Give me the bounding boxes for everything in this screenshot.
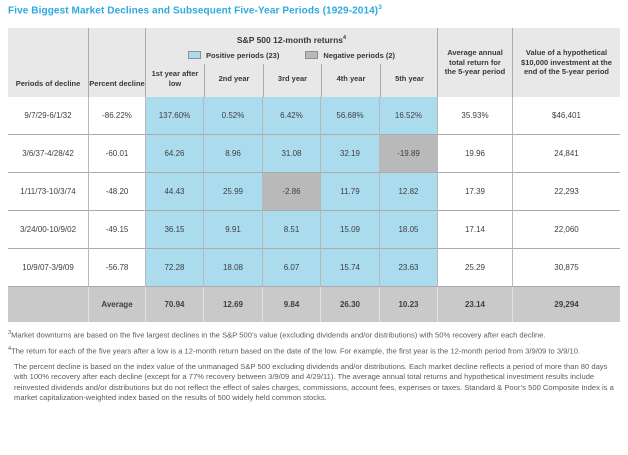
average-row-empty-cell: [8, 287, 88, 322]
page-title-footnote-ref: 3: [378, 4, 382, 11]
year-return-cell: 64.26: [145, 135, 203, 173]
period-of-decline-cell: 3/6/37-4/28/42: [8, 135, 88, 173]
column-header-hypothetical-value: Value of a hypothetical $10,000 investme…: [512, 28, 620, 97]
year-return-cell: 25.99: [203, 173, 262, 211]
year-return-cell: 31.08: [262, 135, 320, 173]
period-of-decline-cell: 9/7/29-6/1/32: [8, 97, 88, 135]
average-annual-return-cell: 17.39: [437, 173, 512, 211]
year-return-cell: 18.05: [379, 211, 437, 249]
legend: Positive periods (23) Negative periods (…: [146, 49, 437, 61]
year-return-cell: 32.19: [320, 135, 379, 173]
legend-negative-label: Negative periods (2): [323, 50, 396, 60]
average-row-year-cell: 26.30: [320, 287, 379, 322]
table-row: 1/11/73-10/3/74 -48.20 44.43 25.99 -2.86 11.7…: [8, 173, 620, 211]
period-of-decline-cell: 1/11/73-10/3/74: [8, 173, 88, 211]
column-header-4th-year: 4th year: [321, 64, 380, 97]
group-header-text: S&P 500 12-month returns: [236, 35, 344, 45]
disclosure-paragraph-text: The percent decline is based on the inde…: [14, 362, 614, 403]
table-row: 3/6/37-4/28/42 -60.01 64.26 8.96 31.08 32.19-…: [8, 135, 620, 173]
table-body: 9/7/29-6/1/32 -86.22% 137.60% 0.52% 6.42% 56.…: [8, 97, 620, 322]
average-row-year-cell: 70.94: [145, 287, 203, 322]
footnote-4-text: The return for each of the five years af…: [11, 346, 581, 356]
footnote-3: 3Market downturns are based on the five …: [8, 330, 621, 341]
year-column-headers: 1st year after low 2nd year 3rd year 4th…: [146, 64, 437, 97]
hypothetical-value-cell: 22,293: [512, 173, 620, 211]
average-annual-return-cell: 25.29: [437, 249, 512, 287]
column-header-average-annual-return: Average annual total return for the 5-ye…: [437, 28, 512, 97]
footnote-4: 4The return for each of the five years a…: [8, 346, 621, 357]
year-return-cell: 15.74: [320, 249, 379, 287]
year-return-cell: -19.89: [379, 135, 437, 173]
year-return-cell: 18.08: [203, 249, 262, 287]
year-return-cell: 8.96: [203, 135, 262, 173]
disclosure-paragraph: The percent decline is based on the inde…: [8, 362, 621, 404]
year-return-cell: 56.68%: [320, 97, 379, 135]
year-return-cell: 16.52%: [379, 97, 437, 135]
legend-negative: Negative periods (2): [305, 51, 395, 60]
period-of-decline-cell: 3/24/00-10/9/02: [8, 211, 88, 249]
page-title-text: Five Biggest Market Declines and Subsequ…: [8, 5, 379, 17]
column-header-hypothetical-value-text: Value of a hypothetical $10,000 investme…: [521, 48, 612, 77]
column-header-periods-of-decline: Periods of decline: [15, 78, 81, 88]
table-header: Periods of decline Percent decline S&P 5…: [8, 28, 620, 97]
hypothetical-value-cell: $46,401: [512, 97, 620, 135]
year-return-cell: 9.91: [203, 211, 262, 249]
year-return-cell: 72.28: [145, 249, 203, 287]
legend-positive-label: Positive periods (23): [205, 50, 280, 60]
year-return-cell: 137.60%: [145, 97, 203, 135]
column-header-2nd-year: 2nd year: [204, 64, 263, 97]
page-title: Five Biggest Market Declines and Subsequ…: [8, 4, 382, 16]
year-return-cell: 23.63: [379, 249, 437, 287]
table-row: 10/9/07-3/9/09 -56.78 72.28 18.08 6.07 15.74 2…: [8, 249, 620, 287]
average-row-value-cell: 29,294: [512, 287, 620, 322]
average-annual-return-cell: 35.93%: [437, 97, 512, 135]
percent-decline-cell: -56.78: [88, 249, 145, 287]
footnote-3-marker: 3: [8, 330, 12, 336]
average-annual-return-cell: 19.96: [437, 135, 512, 173]
hypothetical-value-cell: 24,841: [512, 135, 620, 173]
average-row-label-cell: Average: [88, 287, 145, 322]
average-annual-return-cell: 17.14: [437, 211, 512, 249]
percent-decline-cell: -49.15: [88, 211, 145, 249]
footnotes: 3Market downturns are based on the five …: [8, 330, 621, 409]
average-row-year-cell: 10.23: [379, 287, 437, 322]
column-header-3rd-year: 3rd year: [263, 64, 321, 97]
percent-decline-cell: -48.20: [88, 173, 145, 211]
group-header-footnote-ref: 4: [343, 35, 347, 42]
year-return-cell: -2.86: [262, 173, 320, 211]
year-return-cell: 6.07: [262, 249, 320, 287]
column-header-1st-year: 1st year after low: [151, 69, 199, 88]
average-row-average-cell: 23.14: [437, 287, 512, 322]
hypothetical-value-cell: 30,875: [512, 249, 620, 287]
percent-decline-cell: -86.22%: [88, 97, 145, 135]
column-header-percent-decline: Percent decline: [88, 28, 145, 97]
returns-table: Periods of decline Percent decline S&P 5…: [8, 28, 620, 322]
sp500-returns-group-header: S&P 500 12-month returns4 Positive perio…: [145, 28, 437, 97]
table-row: 9/7/29-6/1/32 -86.22% 137.60% 0.52% 6.42% 56.…: [8, 97, 620, 135]
group-header-title: S&P 500 12-month returns4: [146, 28, 437, 45]
year-return-cell: 11.79: [320, 173, 379, 211]
negative-swatch-icon: [305, 51, 319, 59]
period-of-decline-cell: 10/9/07-3/9/09: [8, 249, 88, 287]
year-return-cell: 0.52%: [203, 97, 262, 135]
footnote-4-marker: 4: [8, 346, 12, 352]
column-header-5th-year: 5th year: [380, 64, 438, 97]
footnote-3-text: Market downturns are based on the five l…: [11, 330, 546, 340]
column-header-average-annual-return-text: Average annual total return for the 5-ye…: [444, 48, 506, 77]
year-return-cell: 6.42%: [262, 97, 320, 135]
percent-decline-cell: -60.01: [88, 135, 145, 173]
average-row-year-cell: 12.69: [203, 287, 262, 322]
hypothetical-value-cell: 22,060: [512, 211, 620, 249]
year-return-cell: 12.82: [379, 173, 437, 211]
year-return-cell: 8.51: [262, 211, 320, 249]
year-return-cell: 15.09: [320, 211, 379, 249]
table-average-row: Average 70.94 12.69 9.84 26.30 10.23 23.14 29,2…: [8, 287, 620, 322]
table-row: 3/24/00-10/9/02 -49.15 36.15 9.91 8.51 15.09 1…: [8, 211, 620, 249]
year-return-cell: 44.43: [145, 173, 203, 211]
average-row-year-cell: 9.84: [262, 287, 320, 322]
year-return-cell: 36.15: [145, 211, 203, 249]
positive-swatch-icon: [187, 51, 201, 59]
legend-positive: Positive periods (23): [187, 50, 280, 60]
